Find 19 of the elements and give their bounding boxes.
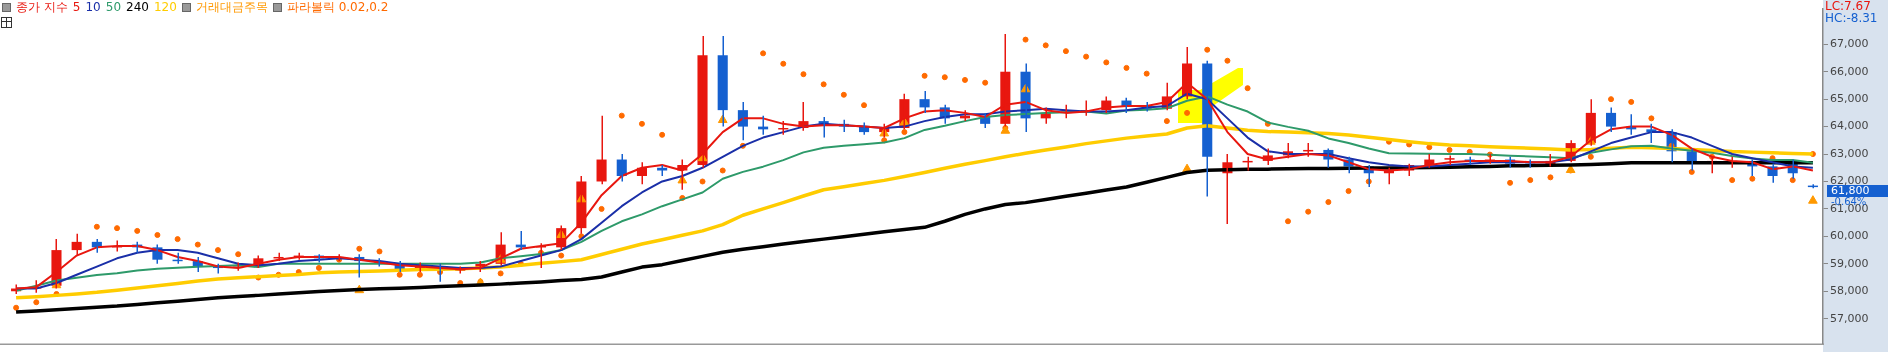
y-tick-label: 58,000 [1830,284,1869,298]
y-tick-label: 63,000 [1830,146,1869,160]
y-tick-label: 66,000 [1830,64,1869,78]
text: 240 [126,0,149,14]
text: 5 [72,0,81,14]
text: 거래대금주목 [195,0,268,14]
y-tick-label: 65,000 [1830,92,1869,106]
text: HC:-8.31 [1825,11,1878,26]
y-tick-label: 67,000 [1830,37,1869,51]
y-tick-label: 57,000 [1830,311,1869,325]
text: 10 [85,0,101,14]
y-tick-label: 60,000 [1830,229,1869,243]
y-tick-label: 64,000 [1830,119,1869,133]
text: LC:7.67 [1825,0,1871,14]
text: 120 [153,0,177,14]
y-tick-label: 59,000 [1830,256,1869,270]
legend-title: 종가 지수 [16,0,68,14]
text: 파라볼릭 0.02,0.2 [286,0,389,14]
text: 50 [105,0,122,14]
